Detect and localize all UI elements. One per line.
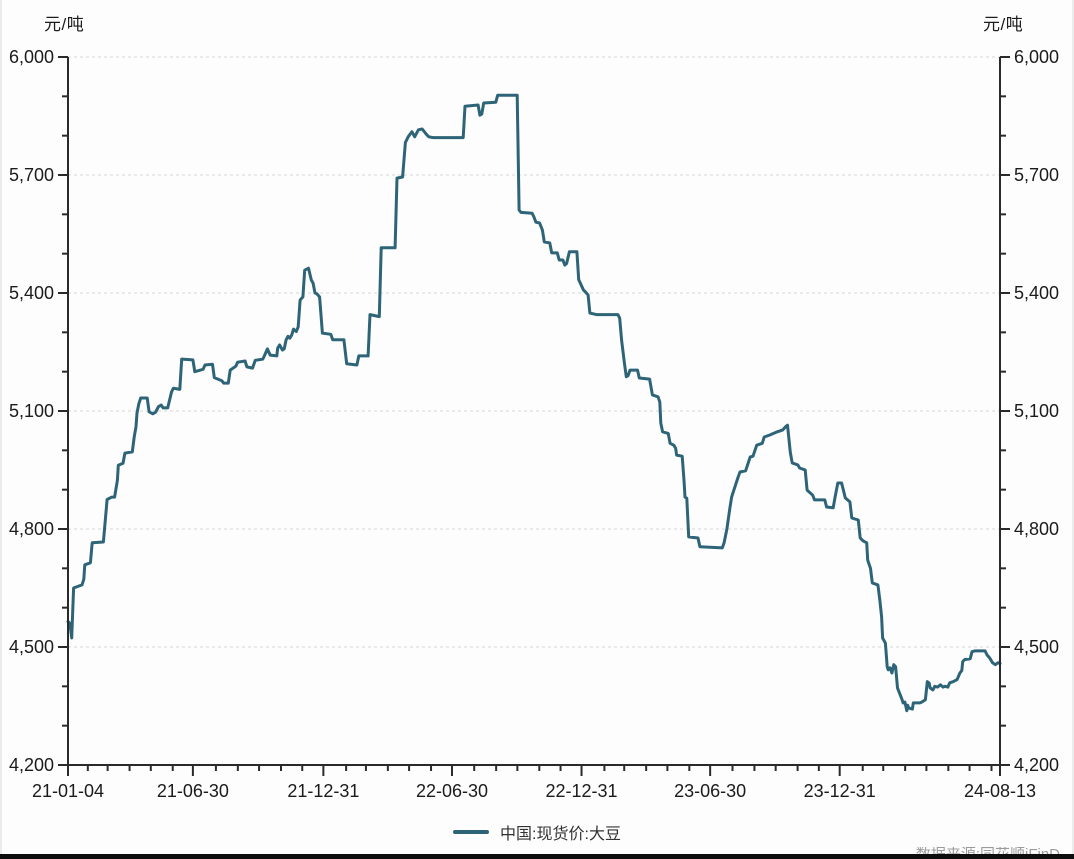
- y-axis-label-left: 5,700: [9, 165, 54, 185]
- y-axis-label-left: 4,500: [9, 637, 54, 657]
- x-axis-label: 23-12-31: [804, 781, 876, 801]
- y-axis-unit-right: 元/吨: [983, 15, 1024, 34]
- y-axis-unit-left: 元/吨: [44, 15, 85, 34]
- x-axis-label: 24-08-13: [964, 781, 1036, 801]
- price-line: [66, 93, 1002, 713]
- y-axis-label-right: 4,500: [1014, 637, 1059, 657]
- y-axis-label-right: 4,200: [1014, 755, 1059, 775]
- y-axis-label-left: 4,800: [9, 519, 54, 539]
- y-axis-label-left: 5,100: [9, 401, 54, 421]
- x-axis-label: 22-12-31: [546, 781, 618, 801]
- legend-series-label[interactable]: 中国:现货价:大豆: [500, 826, 621, 843]
- y-axis-label-right: 4,800: [1014, 519, 1059, 539]
- legend-line-swatch: [453, 830, 490, 834]
- y-axis-label-left: 5,400: [9, 283, 54, 303]
- x-axis-label: 21-06-30: [157, 781, 229, 801]
- y-axis-label-left: 4,200: [9, 755, 54, 775]
- x-axis-label: 22-06-30: [416, 781, 488, 801]
- legend: 中国:现货价:大豆: [0, 820, 1074, 844]
- x-axis-label: 23-06-30: [674, 781, 746, 801]
- y-axis-label-left: 6,000: [9, 47, 54, 67]
- y-axis-label-right: 5,100: [1014, 401, 1059, 421]
- y-axis-label-right: 5,400: [1014, 283, 1059, 303]
- y-axis-label-right: 5,700: [1014, 165, 1059, 185]
- bottom-edge-bar: [0, 854, 1074, 859]
- x-axis-label: 21-12-31: [287, 781, 359, 801]
- y-axis-label-right: 6,000: [1014, 47, 1059, 67]
- cutoff-source-text: 数据来源:同花顺iFinD: [915, 847, 1060, 856]
- x-axis-label: 21-01-04: [32, 781, 104, 801]
